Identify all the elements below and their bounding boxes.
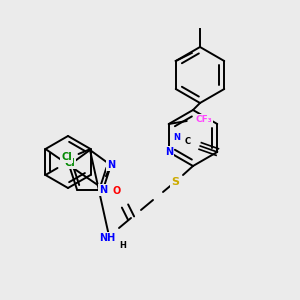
Text: C: C xyxy=(184,136,190,146)
Text: S: S xyxy=(171,177,179,187)
Text: H: H xyxy=(120,242,126,250)
Text: Cl: Cl xyxy=(61,152,72,162)
Text: O: O xyxy=(113,186,121,196)
Text: Cl: Cl xyxy=(64,158,75,168)
Text: N: N xyxy=(174,134,181,142)
Text: N: N xyxy=(165,147,173,157)
Text: CF₃: CF₃ xyxy=(195,115,212,124)
Text: N: N xyxy=(107,160,115,170)
Text: NH: NH xyxy=(99,233,115,243)
Text: N: N xyxy=(99,185,107,195)
